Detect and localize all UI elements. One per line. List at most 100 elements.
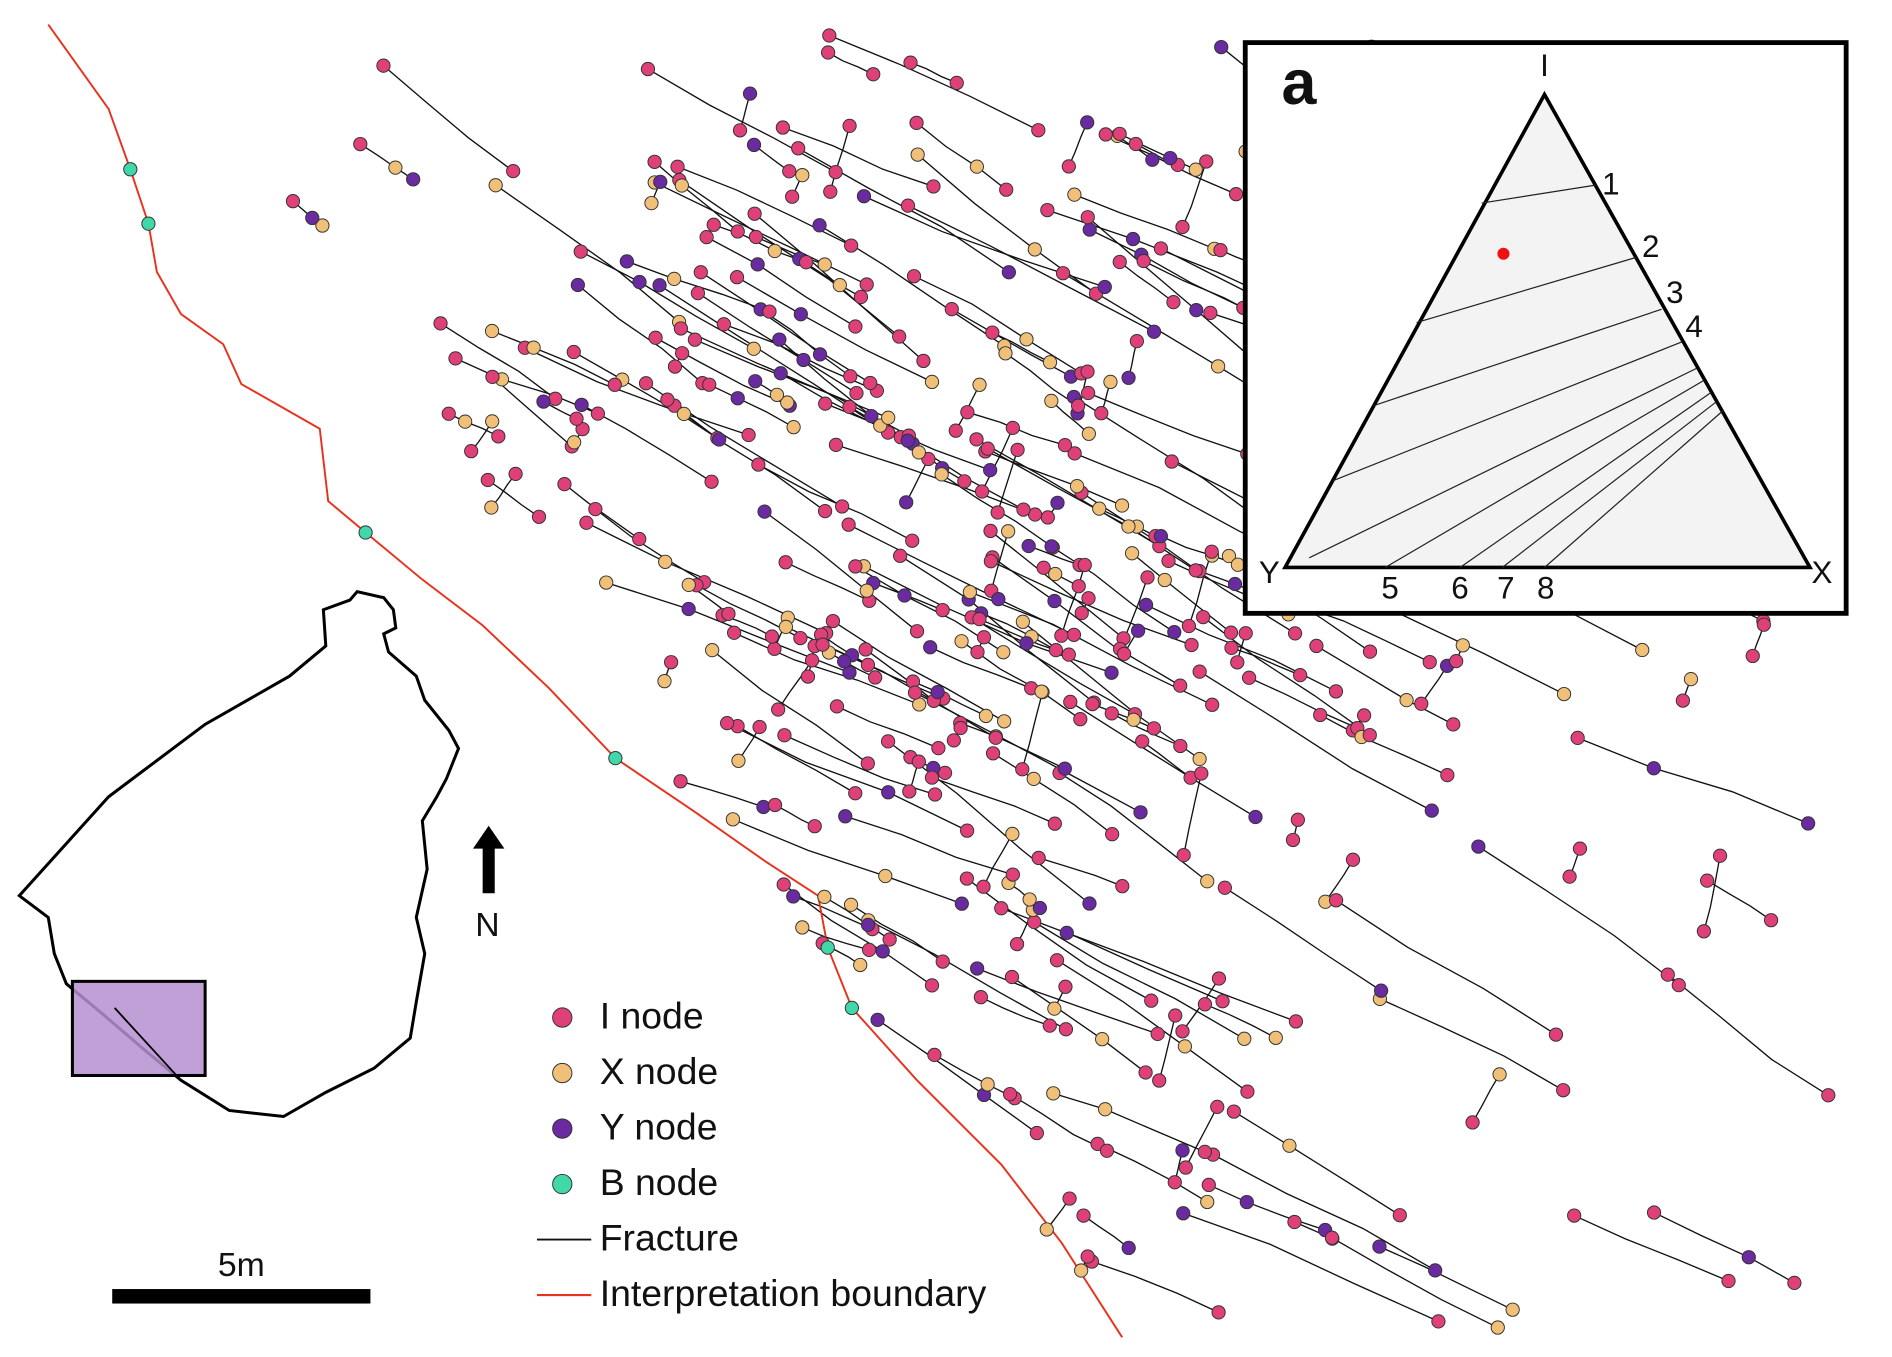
node <box>1048 566 1063 582</box>
node <box>927 1047 942 1062</box>
node <box>959 823 975 838</box>
node <box>1164 454 1179 469</box>
node <box>607 377 622 392</box>
node <box>1130 623 1146 638</box>
node <box>1044 393 1059 408</box>
fracture <box>1231 647 1301 676</box>
node <box>315 218 330 233</box>
node <box>1104 665 1119 680</box>
node <box>1021 538 1036 554</box>
node <box>660 392 675 407</box>
node <box>983 554 999 569</box>
fracture <box>706 236 856 328</box>
node <box>881 785 896 800</box>
node <box>674 178 689 193</box>
node <box>1176 848 1191 863</box>
node <box>1098 127 1113 142</box>
fracture <box>867 919 1067 1030</box>
node <box>664 655 679 670</box>
node <box>1029 1125 1044 1141</box>
node <box>1230 557 1246 572</box>
node <box>1696 924 1712 939</box>
fracture <box>1111 712 1181 747</box>
node <box>1700 873 1715 888</box>
node <box>815 637 830 652</box>
node <box>897 588 912 603</box>
node <box>1210 1099 1225 1114</box>
node <box>823 184 838 199</box>
node <box>1125 231 1141 247</box>
vertex-label: X <box>1812 555 1833 590</box>
node <box>978 708 994 724</box>
node <box>667 271 682 286</box>
node <box>1287 1214 1302 1230</box>
node <box>1104 706 1119 721</box>
fracture <box>1087 392 1248 455</box>
node <box>1080 364 1095 379</box>
fracture <box>1204 1003 1277 1039</box>
b-node <box>358 525 373 540</box>
node <box>1058 979 1073 994</box>
fracture <box>1199 671 1433 812</box>
node <box>1097 279 1112 295</box>
node <box>1313 707 1328 723</box>
node <box>856 189 872 204</box>
node <box>1221 548 1237 564</box>
node <box>892 329 907 344</box>
fracture <box>966 878 1152 1002</box>
node-layer <box>285 28 1846 1335</box>
node <box>1210 359 1226 374</box>
node <box>742 86 758 101</box>
fracture <box>905 458 929 503</box>
node <box>767 641 782 656</box>
node <box>1081 426 1096 441</box>
fracture <box>1131 552 1232 634</box>
node <box>812 218 827 233</box>
node <box>1392 1208 1407 1223</box>
node <box>752 719 767 735</box>
node <box>1567 1208 1582 1223</box>
node <box>1005 420 1020 436</box>
node <box>1027 242 1042 257</box>
node <box>353 136 368 152</box>
fracture <box>1573 1214 1729 1282</box>
node <box>1138 1065 1153 1080</box>
fracture <box>832 620 1005 722</box>
node <box>1238 626 1253 641</box>
fracture <box>916 122 1007 191</box>
interpretation-boundary <box>47 23 1123 1338</box>
node <box>1114 498 1130 513</box>
contour-line <box>1333 341 1683 482</box>
node <box>1248 809 1263 825</box>
node <box>1042 1018 1057 1033</box>
node <box>1167 625 1182 640</box>
b-node <box>123 162 138 177</box>
node <box>704 474 719 489</box>
node <box>1205 697 1220 712</box>
node <box>909 115 924 130</box>
node <box>778 619 793 634</box>
fracture <box>1331 1237 1499 1329</box>
fracture <box>753 144 790 172</box>
node <box>829 699 845 714</box>
node <box>1471 839 1486 854</box>
node <box>953 720 968 736</box>
node <box>1150 1026 1165 1041</box>
node <box>1230 655 1245 670</box>
node <box>702 377 717 392</box>
node <box>777 728 792 743</box>
node <box>1214 39 1229 55</box>
node <box>1126 712 1141 727</box>
node <box>1077 557 1092 573</box>
fracture <box>1011 976 1146 1073</box>
node <box>1071 398 1086 413</box>
node <box>1345 852 1361 867</box>
node <box>1787 1275 1802 1291</box>
node <box>531 509 547 524</box>
node <box>793 307 808 322</box>
node <box>1040 202 1055 218</box>
contour-line <box>1372 308 1662 407</box>
fracture <box>359 143 414 180</box>
node <box>719 716 735 731</box>
node <box>588 501 603 517</box>
